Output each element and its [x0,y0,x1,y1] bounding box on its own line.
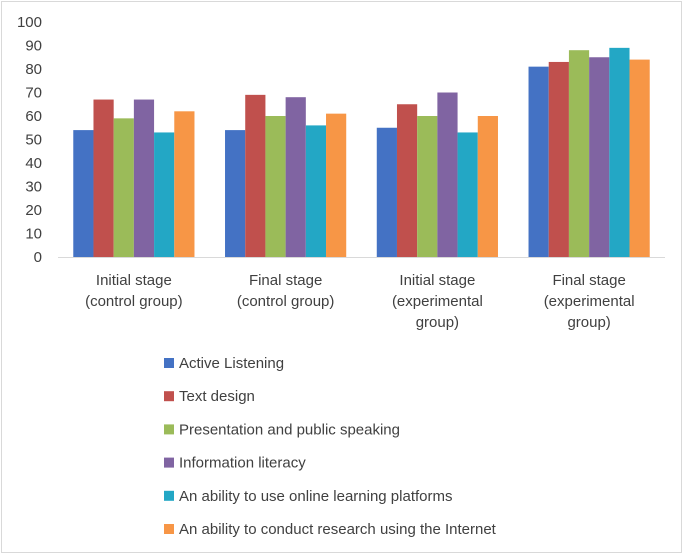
bar [225,130,246,257]
x-category-label: (control group) [237,293,335,310]
legend-swatch [164,457,174,468]
bar [93,99,114,257]
bar [417,116,438,257]
bar [477,116,498,257]
bar [528,66,549,258]
legend-swatch [164,424,174,435]
bar [174,111,195,257]
bar [305,125,327,258]
bar [437,92,458,257]
legend-label: Presentation and public speaking [179,421,400,438]
bar [154,132,175,257]
x-category-label: group) [416,314,459,331]
bar [568,50,590,258]
legend-label: An ability to use online learning platfo… [179,488,453,505]
legend-label: Active Listening [179,355,284,372]
bar [457,132,478,257]
y-tick-label: 100 [17,14,42,31]
x-category-label: Initial stage [399,272,475,289]
x-category-label: Final stage [249,272,322,289]
y-tick-label: 50 [25,132,42,149]
bar [376,127,397,257]
y-tick-label: 90 [25,38,42,55]
y-tick-label: 30 [25,179,42,196]
y-tick-label: 60 [25,108,42,125]
bar [548,61,569,258]
bar [73,130,94,257]
x-category-label: (experimental [544,293,635,310]
legend-swatch [164,524,174,534]
x-category-label: group) [567,314,610,331]
legend-label: Information literacy [179,455,306,472]
y-tick-label: 70 [25,85,42,102]
bar [326,113,347,258]
legend-label: An ability to conduct research using the… [179,521,497,538]
bar [589,57,610,257]
bar [133,99,155,257]
x-category-label: (control group) [85,293,183,310]
y-tick-label: 40 [25,155,42,172]
y-tick-label: 0 [34,249,42,266]
bar [609,47,630,257]
bar [265,116,286,257]
legend-label: Text design [179,388,255,405]
bar [245,94,266,257]
bar [113,118,134,257]
legend-swatch [164,358,174,368]
legend-swatch [164,391,174,402]
x-category-label: Final stage [552,272,625,289]
y-tick-label: 80 [25,61,42,78]
x-category-label: (experimental [392,293,483,310]
bar [285,97,306,257]
y-tick-label: 10 [25,226,42,243]
y-tick-label: 20 [25,202,42,219]
bar [396,104,418,257]
x-category-label: Initial stage [96,272,172,289]
legend-swatch [164,490,174,501]
bar [629,59,650,257]
